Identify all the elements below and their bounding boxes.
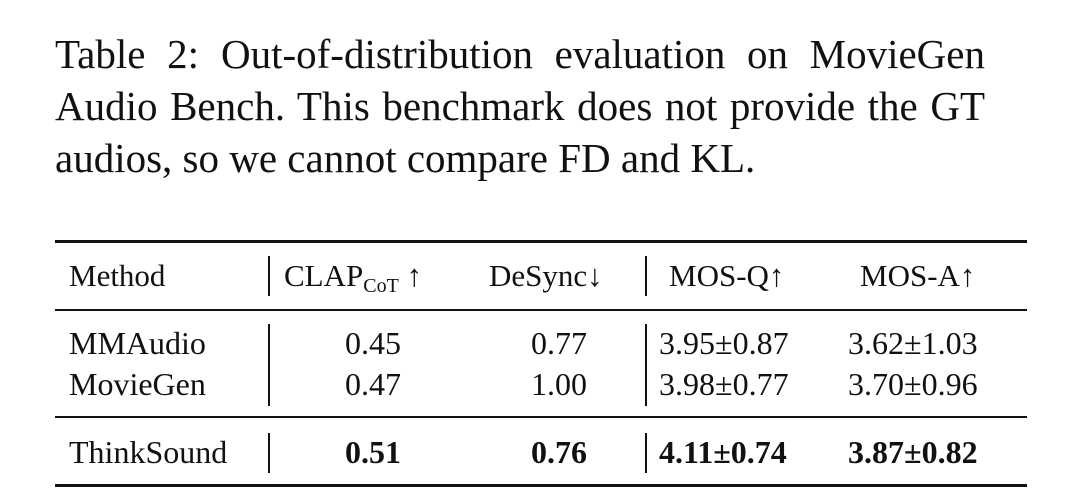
row-1-method: MMAudio <box>69 325 206 361</box>
separator-mos-ours <box>645 433 647 473</box>
caption-label: Table 2: <box>55 31 199 77</box>
row-2-mos-q: 3.98±0.77 <box>659 366 789 402</box>
row-2-desync: 1.00 <box>531 366 587 402</box>
header-desync: DeSync↓ <box>489 258 603 293</box>
table-caption: Table 2: Out-of-distribution evaluation o… <box>55 28 985 184</box>
header-method: Method <box>69 258 166 293</box>
row-1-mos-q: 3.95±0.87 <box>659 325 789 361</box>
header-rule <box>55 309 1027 311</box>
header-clap: CLAPCoT ↑ <box>284 256 422 296</box>
separator-method-ours <box>268 433 270 473</box>
ours-mos-a: 3.87±0.82 <box>848 434 978 470</box>
table-bottom-rule <box>55 484 1027 487</box>
ours-desync: 0.76 <box>531 434 587 470</box>
header-clap-label: CLAP <box>284 258 364 293</box>
ours-rule <box>55 416 1027 418</box>
separator-method-header <box>268 256 270 296</box>
row-1-desync: 0.77 <box>531 325 587 361</box>
row-2-mos-a: 3.70±0.96 <box>848 366 978 402</box>
row-1-clap: 0.45 <box>345 325 401 361</box>
separator-mos-body <box>645 324 647 406</box>
ours-clap: 0.51 <box>345 434 401 470</box>
row-2-clap: 0.47 <box>345 366 401 402</box>
header-clap-sub: CoT <box>363 275 399 297</box>
ours-method: ThinkSound <box>69 434 228 470</box>
separator-method-body <box>268 324 270 406</box>
row-1-mos-a: 3.62±1.03 <box>848 325 978 361</box>
row-2-method: MovieGen <box>69 366 206 402</box>
header-clap-arrow: ↑ <box>406 258 423 293</box>
caption-text: Out-of-distribution evaluation on MovieG… <box>55 31 985 181</box>
separator-mos-header <box>645 256 647 296</box>
header-mos-q: MOS-Q↑ <box>669 258 785 293</box>
ours-mos-q: 4.11±0.74 <box>659 434 787 470</box>
header-mos-a: MOS-A↑ <box>860 258 976 293</box>
table-top-rule <box>55 240 1027 243</box>
